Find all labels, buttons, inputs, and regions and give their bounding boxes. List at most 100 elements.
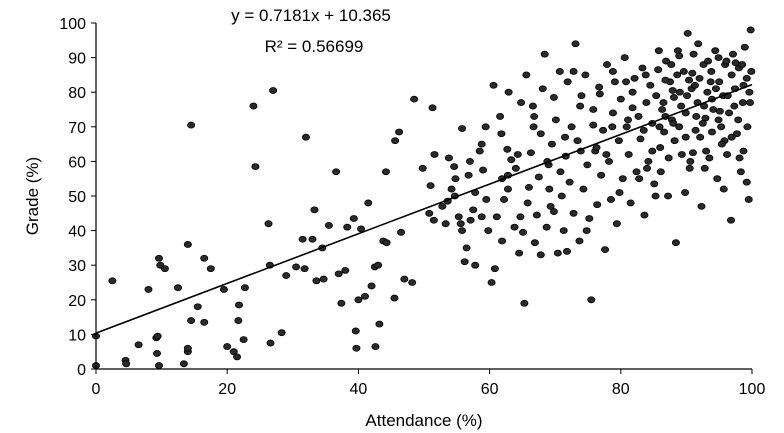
data-point xyxy=(122,360,131,368)
data-point xyxy=(479,166,488,174)
x-tick-label: 40 xyxy=(350,381,368,398)
data-point xyxy=(602,151,611,158)
data-point xyxy=(638,64,647,72)
data-point xyxy=(725,109,734,117)
data-point xyxy=(364,199,373,207)
data-point xyxy=(451,175,460,183)
data-point xyxy=(740,43,749,51)
data-point xyxy=(655,123,664,131)
data-point xyxy=(746,99,755,106)
data-point xyxy=(669,93,678,101)
data-point xyxy=(458,125,467,132)
data-point xyxy=(496,113,505,120)
x-tick-label: 60 xyxy=(481,381,499,398)
data-point xyxy=(587,296,596,304)
data-point xyxy=(713,175,722,183)
data-point xyxy=(675,123,684,131)
data-point xyxy=(624,151,633,158)
data-point xyxy=(641,71,650,79)
data-point xyxy=(702,147,711,155)
data-point xyxy=(727,216,736,224)
data-point xyxy=(538,85,547,93)
data-point xyxy=(608,109,617,117)
data-point xyxy=(408,279,417,286)
data-point xyxy=(234,317,243,324)
data-point xyxy=(742,74,751,82)
data-point xyxy=(606,196,615,203)
data-point xyxy=(515,249,524,257)
data-point xyxy=(727,133,736,141)
data-point xyxy=(714,116,723,124)
data-point xyxy=(351,327,360,335)
data-point xyxy=(450,163,459,170)
data-point xyxy=(622,123,631,131)
data-point xyxy=(575,237,584,245)
data-point xyxy=(677,151,686,158)
data-point xyxy=(367,282,376,290)
data-point xyxy=(648,147,657,155)
data-point xyxy=(735,154,744,162)
data-point xyxy=(390,294,399,302)
data-point xyxy=(723,151,732,158)
data-point xyxy=(673,71,682,79)
data-point xyxy=(616,95,625,103)
data-point xyxy=(654,66,663,74)
data-point xyxy=(691,126,700,134)
data-point xyxy=(292,263,301,271)
data-point xyxy=(731,59,740,67)
data-point xyxy=(698,119,707,127)
data-point xyxy=(498,237,507,245)
data-point xyxy=(704,57,713,65)
data-point xyxy=(381,168,390,176)
data-point xyxy=(667,61,676,68)
data-point xyxy=(650,180,659,188)
data-point xyxy=(571,40,580,48)
data-point xyxy=(697,202,706,210)
data-point xyxy=(540,50,549,58)
data-point xyxy=(526,149,535,157)
data-point xyxy=(563,78,572,86)
data-point xyxy=(694,40,703,48)
data-point xyxy=(709,106,718,113)
data-point xyxy=(352,344,361,352)
data-point xyxy=(652,92,661,100)
data-point xyxy=(608,68,617,75)
data-point xyxy=(717,123,726,131)
data-points xyxy=(92,26,756,369)
x-axis-ticks: 0 20 40 60 80 100 xyxy=(92,369,765,398)
x-tick-label: 0 xyxy=(92,381,101,398)
data-point xyxy=(675,88,684,96)
data-point xyxy=(249,102,258,110)
data-point xyxy=(251,163,260,170)
data-point xyxy=(426,182,435,190)
data-point xyxy=(592,144,601,151)
data-point xyxy=(681,133,690,141)
data-point xyxy=(747,68,756,75)
data-point xyxy=(489,81,498,89)
data-point xyxy=(235,301,244,309)
y-tick-label: 40 xyxy=(68,224,86,241)
data-point xyxy=(632,168,641,176)
data-point xyxy=(282,272,291,279)
data-point xyxy=(746,26,755,34)
data-point xyxy=(639,126,648,134)
data-point xyxy=(661,76,670,84)
data-point xyxy=(553,249,562,257)
data-point xyxy=(614,137,623,145)
data-point xyxy=(604,157,613,165)
trendline-r-squared: R² = 0.56699 xyxy=(265,37,364,56)
data-point xyxy=(612,220,621,228)
data-point xyxy=(466,216,475,224)
data-point xyxy=(675,52,684,60)
data-point xyxy=(561,133,570,141)
data-point xyxy=(298,235,307,243)
data-point xyxy=(589,121,598,129)
data-point xyxy=(685,76,694,84)
data-point xyxy=(603,61,612,68)
data-point xyxy=(668,87,677,94)
data-point xyxy=(700,164,709,172)
data-point xyxy=(683,29,692,37)
data-point xyxy=(183,241,192,248)
data-point xyxy=(644,157,653,165)
data-point xyxy=(696,133,705,141)
